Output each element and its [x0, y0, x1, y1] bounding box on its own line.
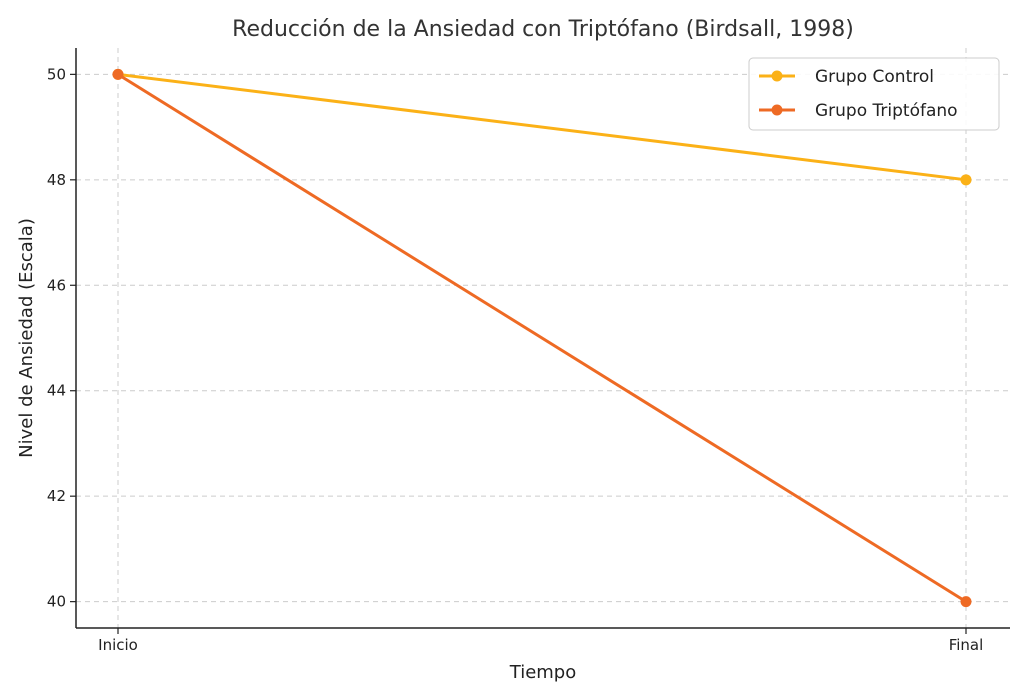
- series-line-1: [117, 73, 967, 603]
- y-tick-label: 50: [47, 65, 66, 83]
- y-axis-label: Nivel de Ansiedad (Escala): [16, 218, 37, 458]
- y-tick-label: 48: [47, 171, 66, 189]
- x-tick-label: Inicio: [98, 636, 138, 654]
- legend-box: [748, 57, 1000, 131]
- legend: Grupo Control Grupo Triptófano: [748, 57, 1000, 131]
- series-line-0: [117, 72, 967, 182]
- legend-label-0: Grupo Control: [815, 67, 934, 87]
- data-point: [112, 68, 124, 80]
- legend-marker-1: [771, 104, 783, 116]
- data-point: [960, 596, 972, 608]
- x-axis-label: Tiempo: [509, 662, 577, 683]
- y-tick-label: 42: [47, 487, 66, 505]
- legend-marker-0: [771, 70, 783, 82]
- y-tick-label: 44: [47, 382, 66, 400]
- legend-label-1: Grupo Triptófano: [815, 101, 958, 121]
- data-point: [960, 174, 972, 186]
- axes-layer: 40 42 44 46 48 50 Inicio Final: [47, 48, 1010, 654]
- x-tick-label: Final: [949, 636, 984, 654]
- y-tick-label: 40: [47, 593, 66, 611]
- chart-title: Reducción de la Ansiedad con Triptófano …: [232, 17, 854, 42]
- series-layer: [112, 68, 972, 608]
- y-tick-label: 46: [47, 276, 66, 294]
